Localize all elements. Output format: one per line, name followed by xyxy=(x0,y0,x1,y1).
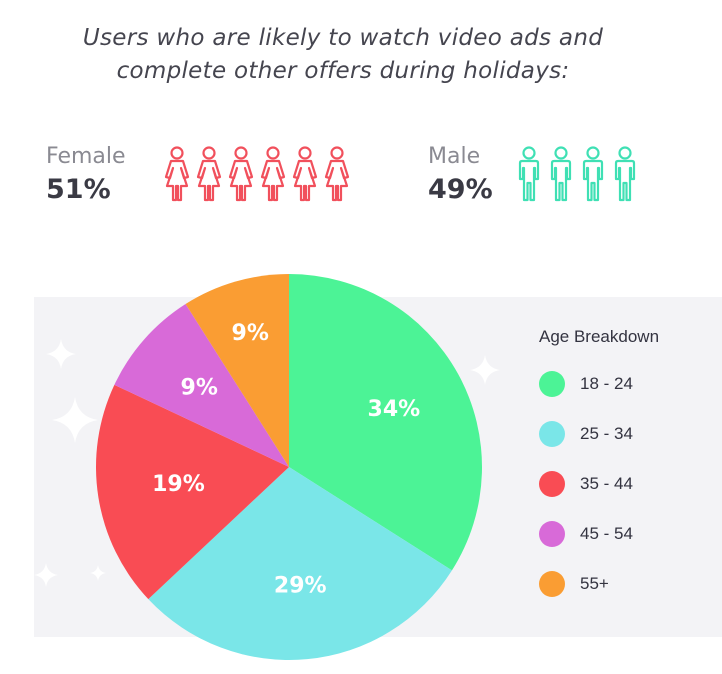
pie-slice-18-24 xyxy=(289,274,482,571)
pie-slice-label: 34% xyxy=(368,397,421,422)
sparkle-icon xyxy=(90,565,106,581)
legend-label: 25 - 34 xyxy=(580,424,633,443)
sparkle-icon xyxy=(46,339,76,369)
pie-slice-35-44 xyxy=(95,384,289,600)
pie-slice-55plus xyxy=(185,274,289,467)
pie-slice-label: 19% xyxy=(152,472,205,497)
female-person-icon xyxy=(228,146,254,202)
male-person-icon xyxy=(550,146,572,202)
chart-title: Users who are likely to watch video ads … xyxy=(0,22,686,88)
male-person-icon xyxy=(582,146,604,202)
pie-slice-label: 29% xyxy=(274,574,327,599)
legend-title: Age Breakdown xyxy=(539,327,660,346)
legend-label: 18 - 24 xyxy=(580,374,633,393)
female-person-icon xyxy=(164,146,190,202)
female-person-icon xyxy=(260,146,286,202)
legend-item: 25 - 34 xyxy=(539,420,633,448)
title-line-2: complete other offers during holidays: xyxy=(116,58,570,84)
pie-slice-label: 9% xyxy=(232,321,269,346)
legend-swatch xyxy=(539,571,565,597)
legend-label: 55+ xyxy=(580,574,609,593)
male-icons xyxy=(515,146,643,202)
title-line-1: Users who are likely to watch video ads … xyxy=(82,25,604,51)
female-percentage: 51% xyxy=(46,174,111,205)
male-percentage: 49% xyxy=(428,174,493,205)
legend-label: 45 - 54 xyxy=(580,524,633,543)
sparkle-icon xyxy=(470,355,500,385)
legend-swatch xyxy=(539,371,565,397)
pie-slice-25-34 xyxy=(148,467,452,661)
pie-slice-label: 9% xyxy=(181,375,218,400)
legend-item: 55+ xyxy=(539,570,609,598)
legend-item: 45 - 54 xyxy=(539,520,633,548)
female-person-icon xyxy=(196,146,222,202)
female-person-icon xyxy=(292,146,318,202)
male-label: Male xyxy=(428,144,481,169)
female-person-icon xyxy=(324,146,350,202)
pie-slice-45-54 xyxy=(114,304,289,467)
female-icons xyxy=(163,146,355,202)
legend-label: 35 - 44 xyxy=(580,474,633,493)
legend-swatch xyxy=(539,421,565,447)
female-label: Female xyxy=(46,144,126,169)
legend-swatch xyxy=(539,471,565,497)
legend-swatch xyxy=(539,521,565,547)
male-person-icon xyxy=(518,146,540,202)
sparkle-icon xyxy=(52,397,98,443)
male-person-icon xyxy=(614,146,636,202)
legend-item: 35 - 44 xyxy=(539,470,633,498)
sparkle-icon xyxy=(34,563,58,587)
legend-item: 18 - 24 xyxy=(539,370,633,398)
